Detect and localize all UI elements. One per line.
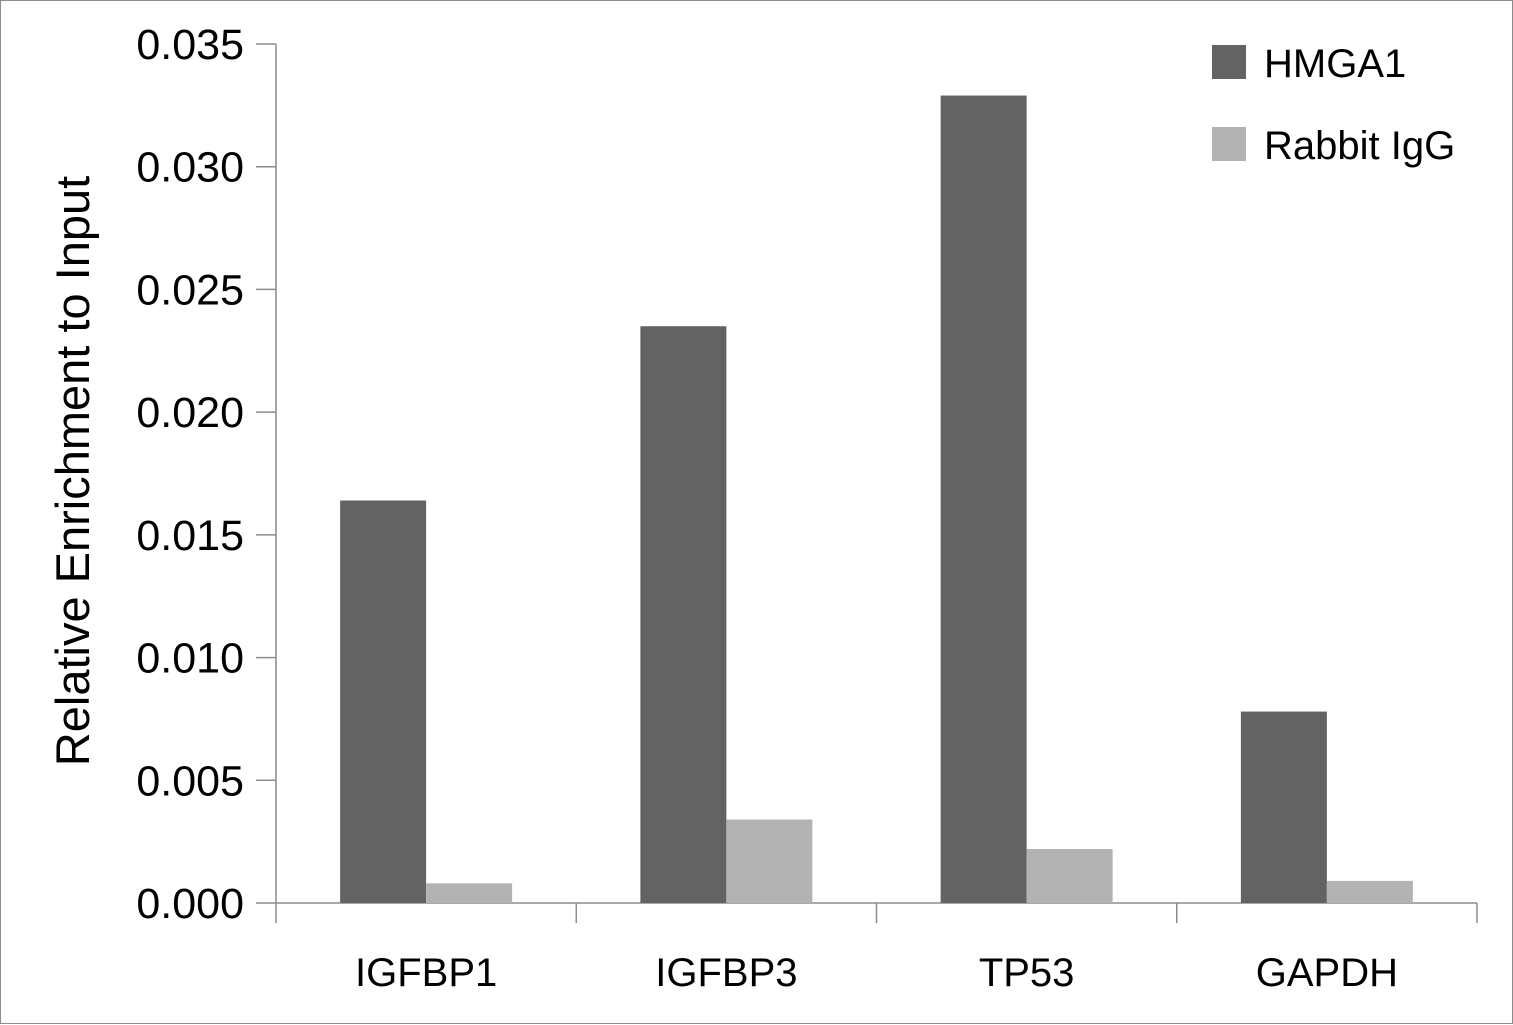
x-tick-label: TP53 <box>979 951 1075 995</box>
y-tick-label: 0.010 <box>136 635 244 683</box>
y-tick-label: 0.030 <box>136 144 244 192</box>
bar-hmga1-tp53 <box>940 95 1027 904</box>
bar-hmga1-igfbp1 <box>340 500 427 903</box>
x-tick-label: IGFBP1 <box>355 951 497 995</box>
bar-rabbit-igg-igfbp3 <box>726 819 813 903</box>
y-axis-title: Relative Enrichment to Input <box>46 176 99 766</box>
y-tick-label: 0.025 <box>136 266 244 314</box>
y-tick-label: 0.005 <box>136 757 244 805</box>
x-tick-label: GAPDH <box>1256 951 1398 995</box>
y-tick-label: 0.000 <box>136 880 244 928</box>
label-layer: 0.000 0.005 0.010 0.015 0.020 0.025 0.030 0.035… <box>136 21 1398 995</box>
legend-swatch-hmga1 <box>1212 45 1246 79</box>
bar-rabbit-igg-igfbp1 <box>426 883 513 903</box>
bar-hmga1-igfbp3 <box>640 326 727 903</box>
bar-layer <box>340 95 1413 904</box>
legend: HMGA1 Rabbit IgG <box>1212 42 1455 168</box>
legend-label-rabbit-igg: Rabbit IgG <box>1264 124 1455 168</box>
y-tick-label: 0.015 <box>136 512 244 560</box>
x-tick-label: IGFBP3 <box>655 951 797 995</box>
y-tick-label: 0.035 <box>136 21 244 69</box>
legend-swatch-rabbit-igg <box>1212 127 1246 161</box>
bar-rabbit-igg-gapdh <box>1326 880 1413 903</box>
bar-hmga1-gapdh <box>1240 711 1327 903</box>
y-tick-label: 0.020 <box>136 389 244 437</box>
bar-rabbit-igg-tp53 <box>1026 849 1113 903</box>
legend-label-hmga1: HMGA1 <box>1264 42 1406 86</box>
